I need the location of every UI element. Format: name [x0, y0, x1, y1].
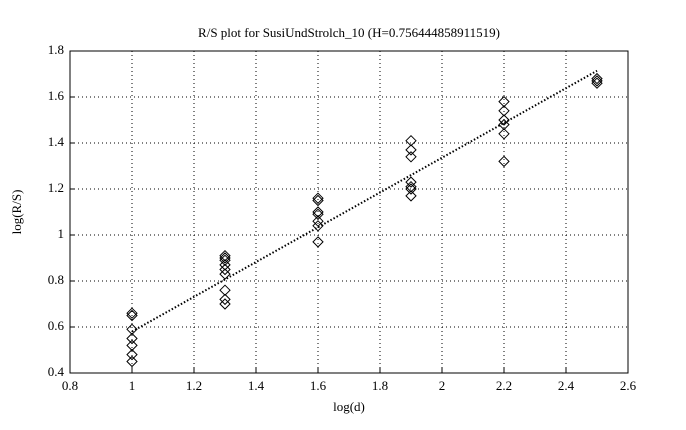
point — [591, 77, 603, 89]
y-tick-label: 0.6 — [48, 318, 65, 333]
point — [219, 284, 231, 296]
x-tick-label: 2.6 — [620, 378, 637, 393]
point — [219, 249, 231, 262]
plot-frame — [69, 50, 629, 374]
point — [219, 293, 231, 306]
point — [498, 155, 510, 168]
x-tick-label: 0.8 — [62, 378, 78, 393]
x-tick-label: 1.4 — [248, 378, 265, 393]
point — [219, 254, 231, 267]
point — [312, 208, 324, 221]
point — [405, 183, 417, 195]
chart-title: R/S plot for SusiUndStrolch_10 (H=0.7564… — [198, 25, 500, 40]
point — [219, 252, 231, 264]
point — [312, 220, 324, 232]
point — [126, 332, 138, 345]
point — [126, 309, 138, 322]
point — [498, 105, 510, 117]
point — [312, 236, 324, 248]
point — [405, 144, 417, 156]
point — [126, 339, 138, 352]
point — [312, 194, 324, 207]
point — [126, 348, 138, 361]
y-tick-label: 1.4 — [48, 134, 65, 149]
point — [219, 263, 231, 276]
fit-line — [131, 69, 598, 333]
y-tick-label: 1.2 — [48, 180, 64, 195]
y-tick-label: 0.8 — [48, 272, 64, 287]
x-tick-label: 2 — [439, 378, 446, 393]
x-tick-label: 2.2 — [496, 378, 512, 393]
point — [219, 298, 231, 310]
point — [405, 180, 417, 193]
y-tick-label: 0.4 — [48, 364, 65, 379]
point — [126, 355, 138, 368]
point — [498, 95, 510, 108]
x-axis-label: log(d) — [333, 399, 365, 414]
point — [405, 134, 417, 147]
y-tick-label: 1 — [58, 226, 65, 241]
point — [405, 151, 417, 163]
point — [498, 118, 510, 131]
x-tick-label: 2.4 — [558, 378, 575, 393]
point — [312, 192, 324, 204]
x-tick-label: 1.8 — [372, 378, 388, 393]
y-tick-label: 1.6 — [48, 88, 65, 103]
point — [591, 75, 603, 87]
x-tick-label: 1.2 — [186, 378, 202, 393]
point — [498, 128, 510, 140]
point — [405, 190, 417, 202]
point — [126, 323, 138, 336]
x-tick-label: 1 — [129, 378, 136, 393]
x-tick-label: 1.6 — [310, 378, 327, 393]
point — [405, 176, 417, 188]
point — [498, 114, 510, 126]
point — [219, 268, 231, 280]
point — [312, 206, 324, 218]
point — [219, 259, 231, 271]
point — [591, 72, 603, 85]
y-tick-label: 1.8 — [48, 42, 64, 57]
y-axis-label: log(R/S) — [9, 190, 24, 235]
point — [126, 307, 138, 319]
